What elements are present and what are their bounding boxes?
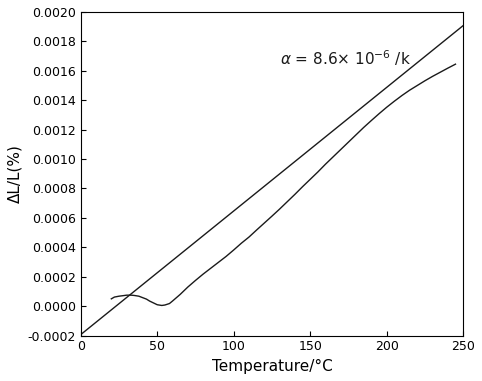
Y-axis label: ΔL/L(%): ΔL/L(%) (7, 144, 22, 203)
Text: $\alpha$ = 8.6$\times$ 10$^{-6}$ /k: $\alpha$ = 8.6$\times$ 10$^{-6}$ /k (280, 48, 411, 68)
X-axis label: Temperature/°C: Temperature/°C (212, 359, 332, 374)
